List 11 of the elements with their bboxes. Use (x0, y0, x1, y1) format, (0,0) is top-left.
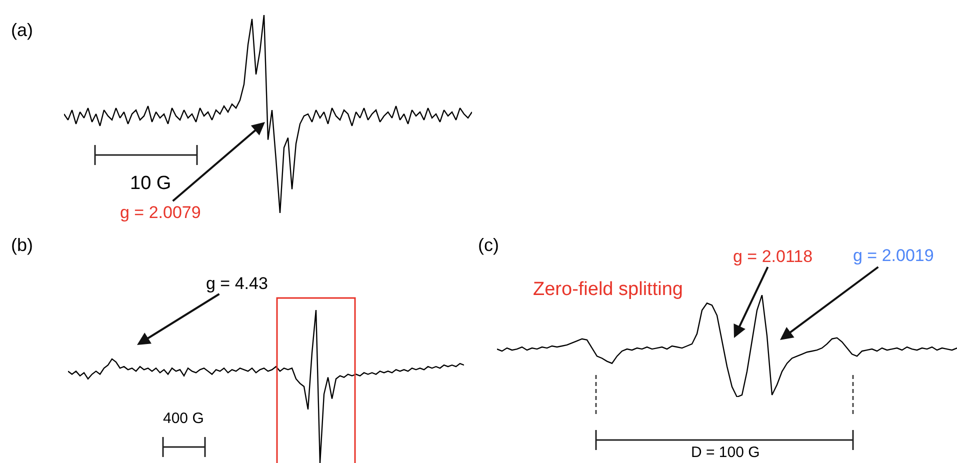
chart-title: (a) (11, 20, 33, 40)
text: D = 100 G (691, 444, 760, 461)
annotation: 10 G (130, 173, 172, 194)
annotation: Zero-field splitting (533, 279, 683, 300)
chart-title: (c) (478, 235, 499, 255)
annotation: g = 2.0079 (120, 203, 201, 222)
text: g = 4.43 (206, 274, 268, 293)
annotation: 400 G (163, 410, 204, 427)
text: g = 2.0019 (853, 246, 934, 265)
chart-title: (b) (11, 235, 33, 255)
text: g = 2.0118 (733, 247, 813, 266)
